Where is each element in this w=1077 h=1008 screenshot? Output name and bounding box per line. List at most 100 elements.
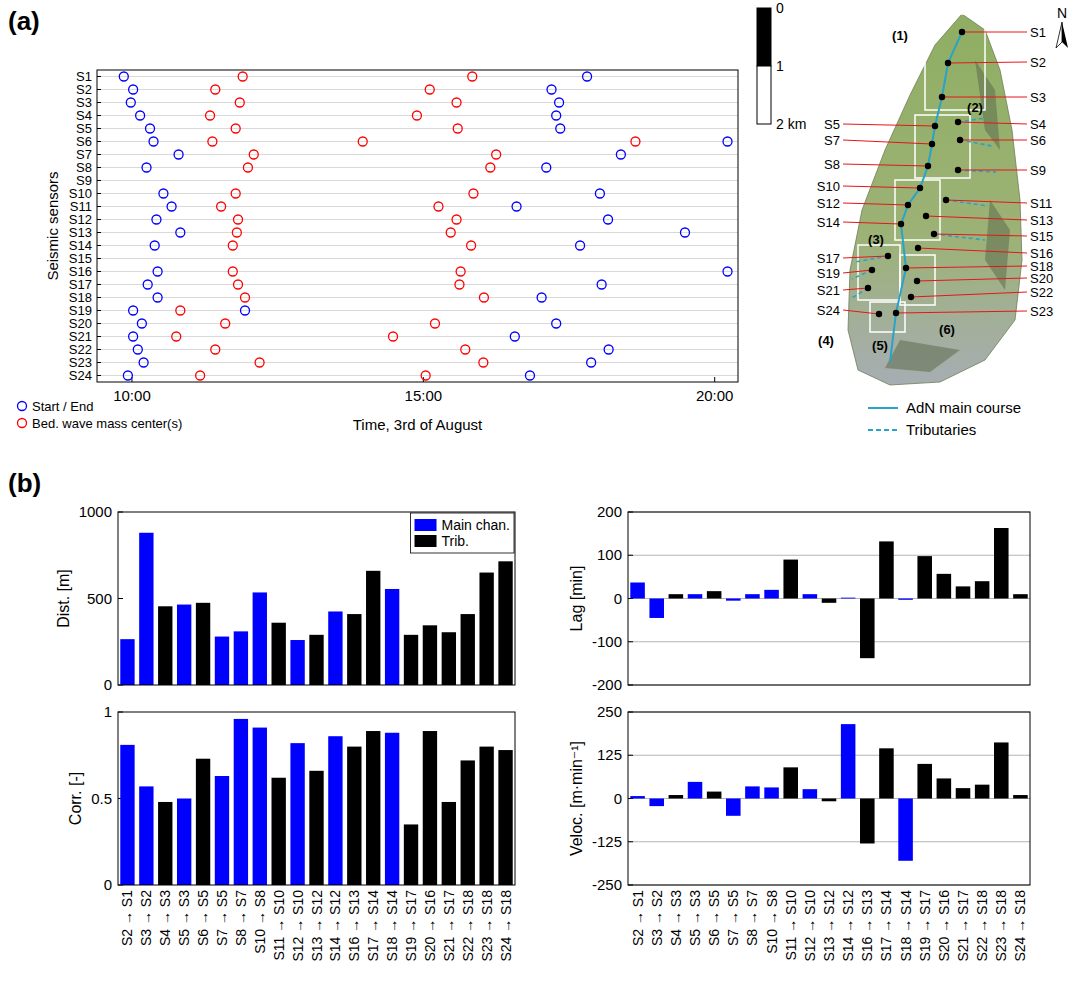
plot-background <box>628 512 1030 685</box>
bar <box>975 785 990 799</box>
tick-label: 0 <box>104 876 112 893</box>
region-box <box>915 115 970 178</box>
point <box>446 228 455 237</box>
tick-label: S21 → S17 <box>955 890 971 962</box>
point <box>235 98 244 107</box>
bar <box>1013 594 1028 598</box>
map: S1S2S3S4S5S6S7S8S9S10S11S12S13S14S15S16S… <box>757 0 1068 438</box>
tick-label: S18 → S14 <box>898 890 914 962</box>
point <box>129 306 138 315</box>
bar <box>764 590 779 599</box>
sensor-label: S13 <box>1030 213 1053 228</box>
point <box>150 241 159 250</box>
tick-label: S18 → S14 <box>384 890 400 962</box>
leader-line <box>946 200 1027 203</box>
leader-line <box>918 248 1027 253</box>
legend-label: Start / End <box>32 399 93 414</box>
tick-label: S12 → S10 <box>802 890 818 962</box>
tick-mark <box>97 336 101 337</box>
bar <box>707 792 722 799</box>
tick-label: S22 → S18 <box>460 890 476 962</box>
region-label: (6) <box>939 322 955 337</box>
points <box>119 72 732 380</box>
tick-label: S21 → S17 <box>441 890 457 962</box>
point <box>255 358 264 367</box>
tick-label: 100 <box>597 546 622 563</box>
bar <box>783 767 798 798</box>
tick-label: 15:00 <box>405 387 443 404</box>
sensor-label: S4 <box>1030 117 1046 132</box>
sensor-label: S19 <box>817 266 840 281</box>
tick-label: S8 → S7 <box>233 890 249 946</box>
bar <box>479 747 493 885</box>
scatter-panel: S1S2S3S4S5S6S7S8S9S10S11S12S13S14S15S16S… <box>18 69 739 433</box>
bar <box>649 799 664 807</box>
leader-line <box>911 292 1027 297</box>
point <box>232 228 241 237</box>
plot-frame <box>118 512 515 685</box>
point <box>243 163 252 172</box>
scale-label: 0 <box>776 0 784 16</box>
point <box>587 358 596 367</box>
axis-title: Dist. [m] <box>55 569 72 628</box>
sensor-label: S7 <box>824 133 840 148</box>
bar <box>215 637 229 685</box>
sensor-dot <box>925 163 931 169</box>
grid-line <box>97 258 738 259</box>
leader-line <box>906 266 1027 268</box>
bar <box>841 724 856 798</box>
point <box>174 150 183 159</box>
legend-label: Bed. wave mass center(s) <box>32 416 182 431</box>
tick-mark <box>97 167 101 168</box>
grid-line <box>97 245 738 246</box>
tick-label: S12 → S10 <box>290 890 306 962</box>
tick-label: S10 → S8 <box>764 890 780 954</box>
point <box>455 280 464 289</box>
scale-segment <box>757 8 771 66</box>
grid-line <box>97 141 738 142</box>
bar-panel: -200-1000100200Lag [min] <box>568 503 1030 693</box>
tick-label: S8 → S7 <box>744 890 760 946</box>
point <box>456 267 465 276</box>
point <box>452 98 461 107</box>
bar <box>822 599 837 603</box>
axis-title: Corr. [-] <box>67 772 84 825</box>
bar <box>956 788 971 798</box>
bar <box>290 640 304 685</box>
point <box>555 98 564 107</box>
tick-label: S11 → S10 <box>271 890 287 961</box>
bar <box>177 799 191 886</box>
tick-mark <box>97 141 101 142</box>
tick-label: 250 <box>597 703 622 720</box>
tick-mark <box>628 841 633 842</box>
tick-mark <box>97 206 101 207</box>
bar <box>937 778 952 798</box>
bar <box>630 796 645 798</box>
bar <box>975 581 990 598</box>
tick-label: S5 → S3 <box>176 890 192 946</box>
point <box>583 72 592 81</box>
bar <box>366 731 380 885</box>
bar <box>841 597 856 599</box>
leader-line <box>896 311 1027 313</box>
tick-label: S6 → S5 <box>195 890 211 946</box>
grid-line <box>97 206 738 207</box>
tick-label: 0 <box>104 676 112 693</box>
tick-label: S19 → S17 <box>917 890 933 962</box>
grid-line <box>97 219 738 220</box>
point <box>139 358 148 367</box>
bar <box>309 635 323 685</box>
point <box>126 98 135 107</box>
tick-mark <box>97 76 101 77</box>
terrain <box>848 14 1022 385</box>
sensor-dot <box>943 197 949 203</box>
sensor-dot <box>905 202 911 208</box>
tick-label: 125 <box>597 746 622 763</box>
point <box>234 280 243 289</box>
bar-panel: -250-1250125250S2 → S1S3 → S2S4 → S3S5 →… <box>568 703 1030 962</box>
bar <box>328 611 342 685</box>
tick-label: S6 → S5 <box>706 890 722 946</box>
bar <box>158 802 172 885</box>
point <box>241 306 250 315</box>
point <box>604 215 613 224</box>
